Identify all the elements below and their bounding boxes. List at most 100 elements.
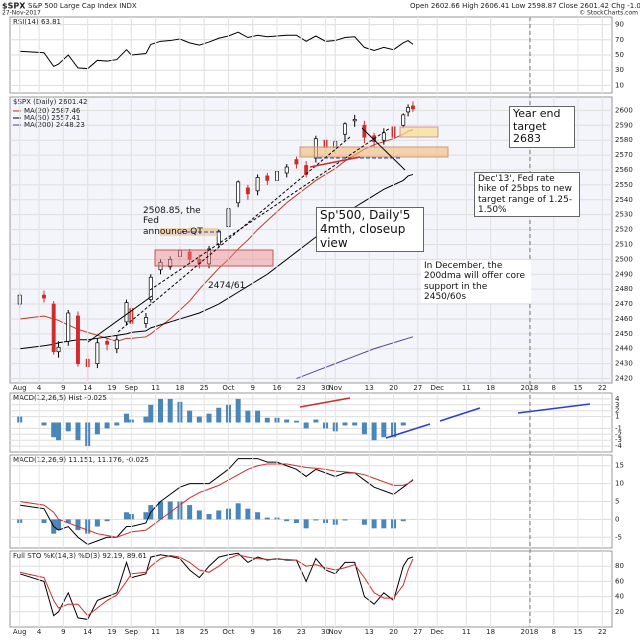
candle-body [105, 340, 110, 345]
x-tick-label: 8 [552, 628, 556, 636]
bar [371, 519, 377, 529]
y-tick-label: 5 [615, 498, 619, 506]
bar [255, 512, 261, 520]
x-tick-label: 30 [321, 384, 330, 392]
y-tick-label: -4 [615, 442, 623, 450]
x-tick-label: 19 [107, 628, 116, 636]
y-tick-label: -1 [615, 424, 622, 432]
bar [124, 512, 130, 520]
bar [56, 519, 62, 531]
symbol: $SPX [2, 2, 26, 11]
x-tick-label: 11 [151, 384, 160, 392]
bar [94, 519, 100, 527]
bar [158, 398, 163, 423]
x-tick-label: 30 [321, 628, 330, 636]
bar [371, 422, 377, 441]
bar [284, 419, 290, 423]
candle-body [95, 342, 100, 364]
bar [75, 422, 81, 441]
bar [51, 422, 57, 438]
x-tick-label: 2018 [521, 628, 539, 636]
x-tick-label: Oct [222, 628, 234, 636]
bar [65, 422, 71, 432]
legend-entry: MA(200) 2448.23 [24, 121, 85, 129]
x-tick-label: 23 [297, 628, 306, 636]
x-tick-label: Sep [125, 384, 139, 392]
y-tick-label: -5 [615, 533, 622, 541]
bar [124, 413, 130, 423]
x-tick-label: 11 [462, 384, 471, 392]
panel [10, 552, 612, 620]
y-tick-label: 2 [615, 407, 619, 415]
x-tick-label: 4 [37, 628, 42, 636]
y-tick-label: 1 [615, 413, 619, 421]
annotation: 2474/61 [208, 281, 246, 291]
y-tick-label: 40 [615, 593, 624, 601]
y-tick-label: 90 [615, 21, 624, 29]
y-tick-label: 2580 [615, 136, 633, 144]
bar [235, 398, 241, 423]
bar [303, 422, 309, 429]
x-tick-label: 4 [37, 384, 42, 392]
candle-body [56, 346, 61, 353]
panel [10, 398, 612, 447]
candle-body [51, 303, 56, 353]
bar [104, 422, 110, 429]
y-tick-label: 2590 [615, 121, 633, 129]
bar [187, 410, 193, 423]
quote: Open 2602.66 High 2606.41 Low 2598.87 Cl… [410, 2, 640, 10]
x-tick-label: 14 [83, 384, 92, 392]
series-line [19, 552, 414, 620]
x-tick-label: 20 [389, 628, 398, 636]
panel-title: Full STO %K(14,3) %D(3) 92.19, 89.61 [13, 552, 147, 560]
x-tick-label: 25 [200, 628, 209, 636]
annotation: In December, the 200dma will offer core … [421, 260, 531, 304]
candle-body [76, 315, 80, 364]
bar [361, 422, 367, 435]
y-tick-label: 60 [615, 577, 624, 585]
annotation: Sp'500, Daily'5 4mth, closeup view [316, 207, 424, 253]
candle-body [381, 132, 386, 141]
bar [342, 519, 348, 521]
bar [342, 422, 348, 426]
y-tick-label: 2550 [615, 181, 633, 189]
bar [148, 404, 154, 423]
x-tick-label: Dec [430, 384, 444, 392]
x-tick-label: Nov [328, 384, 342, 392]
legend-entry: MA(50) 2557.41 [24, 114, 80, 122]
bar [158, 501, 163, 520]
bar [56, 422, 62, 441]
candle-body [187, 251, 192, 260]
series-line [19, 554, 414, 617]
x-tick-label: 18 [175, 628, 184, 636]
series-line [19, 173, 414, 350]
bar [187, 505, 193, 520]
candle-body [255, 177, 260, 192]
bar [381, 422, 387, 438]
y-tick-label: 2520 [615, 226, 633, 234]
legend-entry: MA(20) 2587.46 [24, 107, 81, 115]
y-tick-label: 50 [615, 51, 624, 59]
y-tick-label: 2540 [615, 196, 633, 204]
y-tick-label: 2450 [615, 330, 633, 338]
x-tick-label: 27 [413, 384, 422, 392]
panel-frame [9, 392, 613, 453]
bar [284, 519, 290, 522]
y-tick-label: 2510 [615, 240, 633, 248]
bar [196, 416, 202, 423]
x-tick-label: 19 [107, 384, 116, 392]
bar [94, 422, 100, 435]
x-tick-label: 9 [61, 384, 65, 392]
candle-body [42, 294, 46, 299]
x-tick-label: 11 [462, 628, 471, 636]
x-tick-label: 9 [61, 628, 65, 636]
x-tick-label: 9 [251, 384, 255, 392]
bar [196, 510, 202, 520]
y-tick-label: 2440 [615, 345, 633, 353]
candle-body [114, 339, 119, 350]
bar [293, 519, 299, 523]
bar [167, 501, 173, 520]
x-tick-label: 8 [552, 384, 556, 392]
bar [400, 519, 406, 522]
candle-body [284, 166, 289, 174]
